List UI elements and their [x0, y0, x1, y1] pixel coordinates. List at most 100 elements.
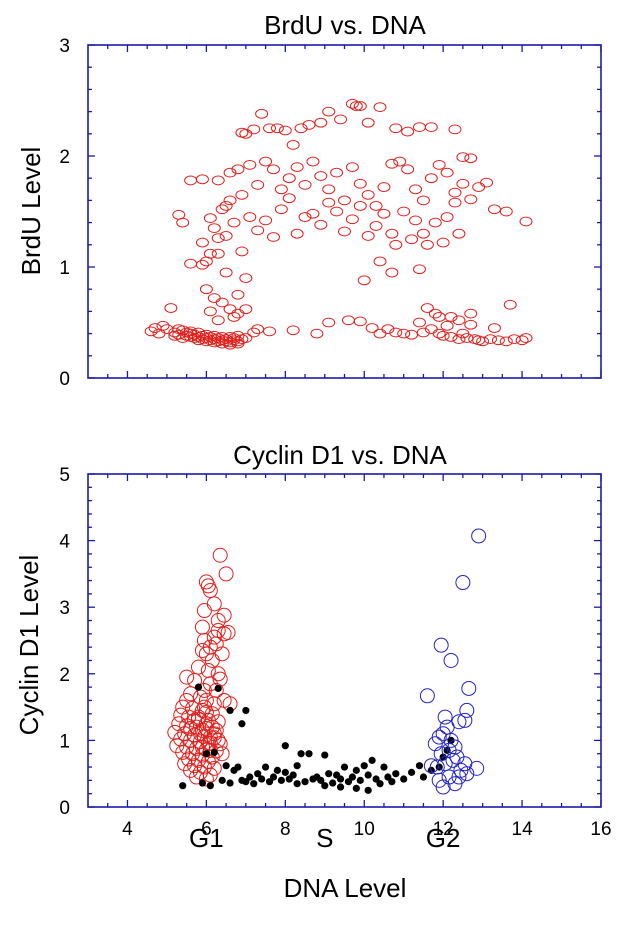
cyclin-s-point [261, 763, 270, 771]
brdu-point [452, 228, 466, 239]
brdu-point [223, 195, 237, 206]
cyclin-s-point [242, 778, 250, 786]
cyclin-g1-point [206, 696, 222, 712]
brdu-point [345, 98, 359, 109]
brdu-point [266, 164, 280, 175]
cyclin-s-point [340, 763, 349, 771]
brdu-y-axis-label: BrdU Level [16, 147, 46, 276]
cyclin-s-point [400, 775, 408, 783]
brdu-point [270, 123, 284, 134]
cyclin-g1-point [179, 692, 195, 708]
cyclin-g1-point [190, 659, 206, 675]
brdu-point [397, 206, 411, 217]
brdu-point [215, 204, 229, 215]
cyclin-g2-point [445, 752, 461, 768]
x-tick-label: 8 [280, 819, 291, 840]
brdu-point [420, 239, 434, 250]
brdu-point [452, 334, 466, 345]
brdu-point [373, 328, 387, 339]
cyclin-s-point [202, 750, 210, 758]
cyclin-s-point [214, 684, 222, 693]
brdu-point [211, 248, 225, 259]
cyclin-panel: Cyclin D1 vs. DNA Cyclin D1 Level 012345… [14, 440, 612, 903]
brdu-point [381, 324, 395, 335]
brdu-point [274, 204, 288, 215]
brdu-point [195, 259, 209, 270]
cyclin-s-point [321, 751, 329, 759]
brdu-point [164, 303, 178, 313]
cyclin-g1-point [210, 714, 226, 730]
cyclin-s-point [226, 706, 234, 715]
cyclin-g2-point [443, 652, 459, 668]
cyclin-g1-point [198, 720, 214, 736]
x-tick-label: 16 [590, 819, 611, 840]
brdu-point [322, 317, 336, 328]
brdu-point [491, 335, 505, 346]
brdu-point [448, 197, 462, 208]
brdu-point [353, 101, 367, 111]
brdu-point [211, 175, 225, 186]
cyclin-g1-point [202, 583, 218, 599]
cyclin-s-point [317, 776, 325, 784]
y-tick-label: 1 [59, 731, 70, 752]
brdu-point [412, 264, 426, 275]
y-tick-label: 0 [59, 369, 70, 390]
brdu-point [424, 122, 438, 133]
cyclin-data-points [167, 528, 487, 795]
cyclin-s-point [269, 773, 278, 781]
brdu-point [330, 206, 344, 217]
brdu-point [306, 156, 320, 167]
cyclin-g2-point [459, 702, 475, 718]
dna-x-axis-label: DNA Level [284, 873, 407, 903]
brdu-point [282, 193, 296, 204]
brdu-point [263, 123, 277, 134]
brdu-point [440, 320, 454, 331]
y-tick-label: 4 [59, 532, 70, 553]
brdu-point [436, 237, 450, 248]
cyclin-s-point [305, 750, 313, 758]
brdu-point [259, 156, 273, 167]
brdu-point [424, 173, 438, 184]
brdu-point [373, 102, 387, 113]
brdu-point [231, 338, 245, 349]
brdu-point [239, 304, 253, 315]
x-tick-label: 6 [201, 819, 212, 840]
brdu-point [286, 140, 300, 150]
brdu-point [428, 308, 442, 319]
cyclin-s-point [301, 778, 309, 786]
brdu-point [215, 338, 229, 349]
cyclin-s-point [293, 780, 301, 788]
brdu-point [203, 248, 217, 259]
cyclin-g1-point [216, 607, 232, 623]
cyclin-chart-title: Cyclin D1 vs. DNA [233, 440, 447, 470]
y-tick-label: 3 [59, 598, 70, 619]
brdu-point [385, 228, 399, 239]
cyclin-s-point [376, 780, 384, 788]
brdu-point [385, 267, 399, 278]
cyclin-s-point [179, 782, 187, 790]
brdu-point [239, 333, 253, 343]
brdu-point [223, 332, 237, 342]
y-tick-label: 1 [59, 258, 70, 279]
brdu-point [436, 330, 450, 341]
cyclin-g1-point [206, 629, 222, 645]
brdu-point [227, 217, 241, 228]
x-tick-label: 14 [512, 819, 534, 840]
brdu-point [444, 332, 458, 342]
brdu-point [456, 178, 470, 189]
brdu-point [278, 125, 292, 136]
y-tick-label: 0 [59, 798, 70, 819]
brdu-point [223, 167, 237, 178]
brdu-point [377, 208, 391, 219]
brdu-point [389, 327, 403, 338]
cyclin-s-point [273, 766, 282, 774]
brdu-point [239, 128, 253, 139]
brdu-point [369, 221, 383, 231]
cyclin-s-point [407, 768, 416, 776]
cyclin-g1-point [189, 769, 205, 785]
cyclin-g1-point [187, 712, 203, 728]
brdu-point [211, 315, 225, 326]
cyclin-s-point [392, 770, 400, 778]
cyclin-g1-point [202, 729, 218, 745]
